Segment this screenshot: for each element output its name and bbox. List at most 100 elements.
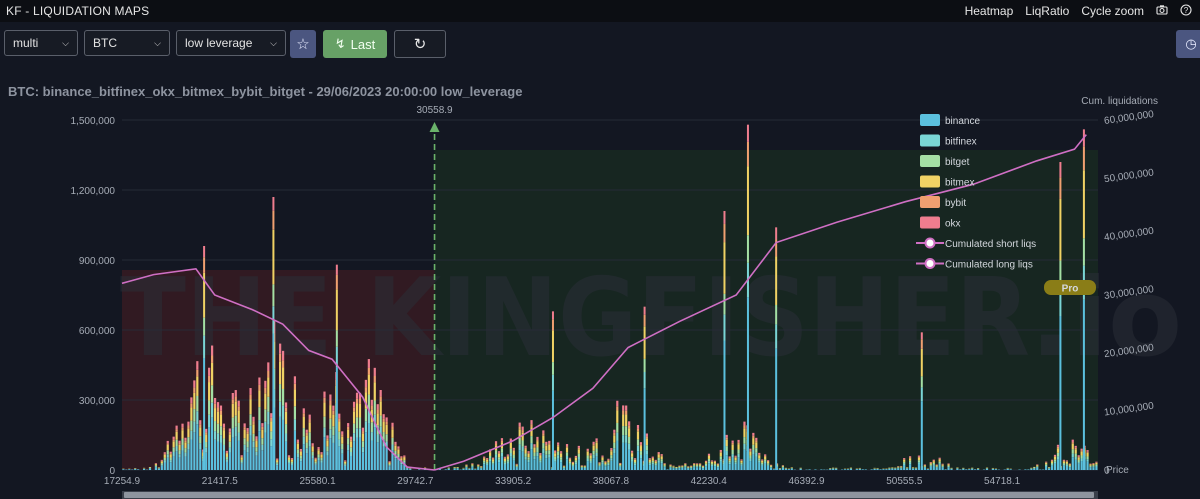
camera-icon[interactable] <box>1156 4 1168 18</box>
bar-segment-bitmex <box>929 463 932 465</box>
bar-segment-binance <box>903 464 906 470</box>
bar-segment-bitmex <box>545 445 548 451</box>
bar-segment-okx <box>347 423 350 427</box>
bar-segment-bitmex <box>246 433 249 442</box>
bar-segment-okx <box>654 459 657 461</box>
bar-segment-bitfinex <box>557 455 560 459</box>
bar-segment-binance <box>403 463 406 470</box>
help-icon[interactable]: ? <box>1180 3 1192 19</box>
bar-segment-bitmex <box>293 389 297 407</box>
bar-segment-binance <box>571 466 575 470</box>
bar-segment-bitmex <box>187 428 190 438</box>
bar-segment-bitmex <box>1089 464 1092 466</box>
bar-segment-okx <box>178 440 181 444</box>
bar-segment-bybit <box>338 418 341 422</box>
bar-segment-bitmex <box>622 414 625 427</box>
nav-liqratio[interactable]: LiqRatio <box>1025 4 1070 18</box>
bar-segment-binance <box>211 417 214 470</box>
bar-segment-bitmex <box>382 421 385 433</box>
bar-segment-bitfinex <box>240 462 243 464</box>
bar-segment-bitget <box>607 462 610 464</box>
leverage-select[interactable]: low leverage ⌵ <box>176 30 286 56</box>
bar-segment-binance <box>213 439 217 470</box>
bar-segment-bitfinex <box>320 460 323 463</box>
bar-segment-bitfinex <box>586 458 589 462</box>
bar-segment-okx <box>758 452 761 455</box>
bar-segment-binance <box>219 442 223 470</box>
bar-segment-bitget <box>524 453 527 457</box>
bar-segment-bitfinex <box>654 464 657 466</box>
bar-segment-bitmex <box>932 461 935 463</box>
last-button-label: Last <box>350 36 376 52</box>
bar-segment-bitget <box>690 466 693 468</box>
bar-segment-bybit <box>237 406 240 411</box>
bar-segment-binance <box>187 449 190 470</box>
bar-segment-binance <box>373 427 376 470</box>
last-button[interactable]: ↯ Last <box>323 30 387 58</box>
y-right-tick-label: 60,000,000 <box>1103 109 1155 127</box>
notable-bar-bitmex <box>775 256 778 305</box>
bar-segment-bitget <box>305 442 308 449</box>
bar-segment-binance <box>941 467 944 470</box>
nav-cycle-zoom[interactable]: Cycle zoom <box>1081 4 1144 18</box>
bar-segment-okx <box>663 463 666 464</box>
bar-segment-bybit <box>376 409 379 414</box>
bar-segment-bitget <box>707 458 711 462</box>
bar-segment-okx <box>1092 463 1095 464</box>
bar-segment-bitfinex <box>1062 464 1065 466</box>
notable-bar-bitmex <box>1082 170 1085 239</box>
bar-segment-okx <box>270 413 273 418</box>
bar-segment-okx <box>1071 439 1074 443</box>
bar-segment-okx <box>225 450 228 453</box>
bar-segment-bitfinex <box>743 443 746 450</box>
bar-segment-bybit <box>388 461 391 463</box>
favorite-button[interactable]: ☆ <box>290 30 316 58</box>
bar-segment-bitmex <box>329 405 332 419</box>
bar-segment-okx <box>601 455 604 457</box>
bar-segment-bitget <box>249 414 252 426</box>
bar-segment-binance <box>911 468 915 470</box>
legend-swatch-okx <box>920 216 940 229</box>
bar-segment-bitget <box>338 431 341 440</box>
bar-segment-bybit <box>932 460 935 462</box>
bar-segment-bitmex <box>699 464 702 466</box>
bar-segment-binance <box>873 468 876 470</box>
bar-segment-binance <box>196 424 199 470</box>
bar-segment-binance <box>234 436 237 470</box>
zoom-scrollbar-thumb[interactable] <box>124 492 1094 498</box>
notable-bar-bitget <box>775 304 778 325</box>
bar-segment-bybit <box>755 440 758 443</box>
bar-segment-bybit <box>249 394 252 400</box>
bar-segment-bitmex <box>358 403 362 418</box>
bar-segment-bitget <box>320 457 323 461</box>
bar-segment-bitmex <box>1048 467 1051 468</box>
bar-segment-bitget <box>1095 464 1098 466</box>
bar-segment-bybit <box>604 461 607 463</box>
bar-segment-bitfinex <box>622 435 625 443</box>
asset-select[interactable]: BTC ⌵ <box>84 30 170 56</box>
mode-select[interactable]: multi ⌵ <box>4 30 78 56</box>
bar-segment-bitmex <box>586 451 589 456</box>
bar-segment-bitmex <box>725 439 728 447</box>
clock-button[interactable]: ◷ <box>1176 30 1200 58</box>
bar-segment-bitget <box>755 448 758 453</box>
x-tick-label: 50555.5 <box>886 476 923 487</box>
bar-segment-bitmex <box>701 466 705 467</box>
bar-segment-bitget <box>630 456 634 460</box>
bar-segment-bitmex <box>1050 461 1054 464</box>
bar-segment-okx <box>713 460 716 462</box>
refresh-button[interactable]: ↻ <box>394 30 446 58</box>
notable-bar-bitfinex <box>920 387 923 402</box>
bar-segment-bitmex <box>208 382 211 401</box>
bar-segment-bitmex <box>225 453 228 457</box>
bar-segment-bybit <box>1080 450 1083 452</box>
bar-segment-bitget <box>781 466 785 468</box>
nav-heatmap[interactable]: Heatmap <box>964 4 1014 18</box>
bar-segment-bitmex <box>169 454 172 458</box>
bar-segment-okx <box>908 456 912 458</box>
bar-segment-bitfinex <box>228 447 231 453</box>
bar-segment-bybit <box>199 424 202 428</box>
bar-segment-binance <box>630 461 634 470</box>
bar-segment-binance <box>849 468 853 470</box>
bar-segment-bitget <box>506 459 509 462</box>
